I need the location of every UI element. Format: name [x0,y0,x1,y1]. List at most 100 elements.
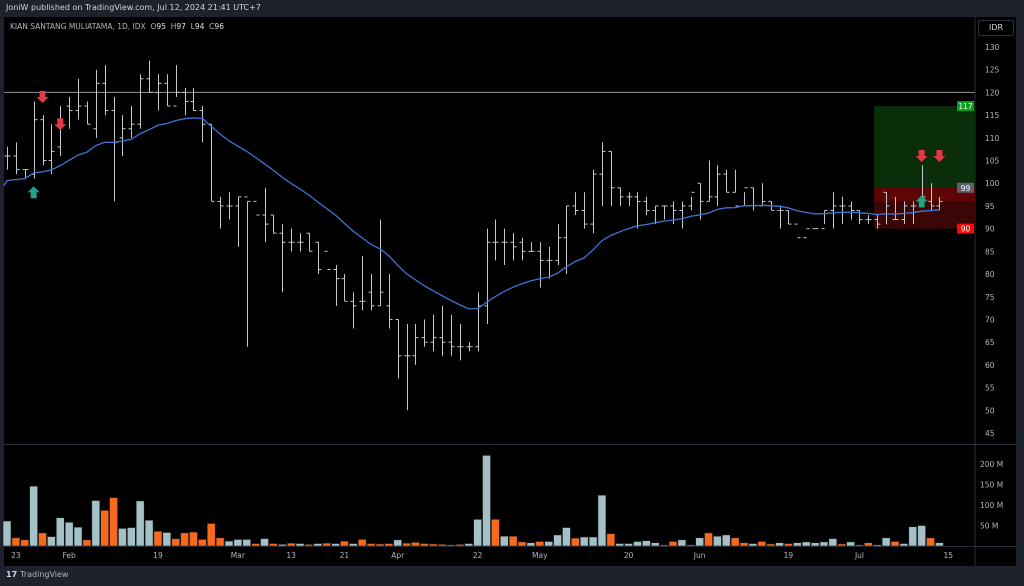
ohlc-bar [555,224,562,265]
volume-bar [846,541,855,547]
buy-arrow-icon [27,186,40,199]
volume-bar [357,539,367,547]
price-tick-label: 65 [985,338,995,347]
volume-bar [340,540,349,547]
volume-bar [837,543,847,547]
volume-bar [491,519,500,547]
ohlc-bar [537,242,544,288]
volume-bar [260,538,269,547]
ohlc-bar [741,187,748,207]
volume-bar [162,532,172,547]
time-axis[interactable]: 23 Feb 19 Mar 13 21 Apr 22 May 20 Jun 19 Jul 15 [11,551,953,560]
volume-bar [615,543,625,547]
price-tick-label: 115 [985,111,1000,120]
ohlc-bar [190,87,197,112]
ohlc-bar [706,160,713,202]
volume-bar [393,539,403,547]
volume-bar [864,542,873,547]
high-label: H [170,22,177,31]
volume-bar [828,538,838,547]
stop-price-tag-bg [957,223,974,234]
volume-bar [801,541,811,547]
ohlc-bar [608,150,615,206]
volume-bar [109,497,118,547]
volume-bar [686,544,696,547]
close-label: C [209,22,215,31]
volume-bar [695,537,704,547]
time-tick-label: 21 [340,551,350,560]
volume-bar [127,527,136,547]
ohlc-bar [803,228,810,239]
volume-bar [153,530,163,547]
entry-price-tag: 99 [957,182,974,193]
volume-bar [908,526,918,547]
ohlc-bar [119,115,126,156]
time-tick-label: May [532,551,548,560]
ohlc-bar [661,205,668,220]
volume-bar [775,542,784,547]
open-label: O [150,22,157,31]
volume-bar [579,536,589,547]
time-tick-label: 13 [286,551,296,560]
target-price-tag-bg [957,101,974,112]
volume-bar [322,542,331,547]
ohlc-bar [84,101,91,125]
ohlc-bar [164,74,171,107]
volume-bar [198,539,207,547]
volume-bar [917,525,926,547]
volume-bar [233,539,243,547]
ohlc-bar [430,314,437,352]
chart-panel[interactable] [4,17,1016,566]
volume-bar [20,539,30,547]
time-tick-label: 19 [784,551,794,560]
price-tick-label: 60 [985,361,995,370]
ohlc-bar [466,342,473,352]
time-tick-label: Jun [693,551,706,560]
volume-bar [517,541,527,547]
price-tick-label: 120 [985,88,1000,97]
volume-bar [890,541,900,547]
ohlc-bar [199,106,206,143]
ohlc-bar [341,274,348,302]
volume-bar [402,542,411,547]
ohlc-bar [679,201,686,229]
ohlc-bar [821,209,828,230]
ohlc-bar [395,318,402,379]
long-position-tool[interactable] [874,106,975,229]
ohlc-bar [519,237,526,261]
volume-bar [455,544,465,547]
volume-bar [855,544,864,547]
volume-bar [206,523,216,547]
time-tick-label: 15 [944,551,954,560]
symbol-name: KIAN SANTANG MULIATAMA, 1D, IDX [10,22,146,31]
ohlc-bar [421,319,428,347]
price-tick-label: 75 [985,293,995,302]
volume-bar [100,510,109,547]
volume-bar [499,535,509,547]
currency-button[interactable]: IDR [978,20,1014,36]
volume-tick-label: 150 M [980,481,1003,490]
ohlc-bar [226,192,233,220]
volume-bar [766,543,775,547]
volume-bar [704,532,713,547]
volume-bar [757,541,767,547]
ohlc-bar [688,191,695,211]
volume-bar [2,520,12,547]
ohlc-bar [839,196,846,225]
volume-bar [384,543,394,547]
brand-name[interactable]: TradingView [20,570,69,579]
ohlc-bar [22,169,29,179]
ohlc-bar [590,169,597,234]
target-price-tag-label: 117 [958,102,973,111]
price-tick-label: 45 [985,429,995,438]
time-tick-label: Mar [231,551,246,560]
ohlc-bar [324,250,331,271]
moving-average-line [3,117,940,310]
volume-bar [739,542,749,547]
price-axis[interactable]: 130 125 120 115 110 105 100 95 90 85 80 75 70 65 60 55 5… [985,43,1000,438]
ohlc-bar [155,74,162,111]
volume-bar [64,521,74,547]
ohlc-bar [182,87,189,116]
ohlc-bar [732,169,739,207]
